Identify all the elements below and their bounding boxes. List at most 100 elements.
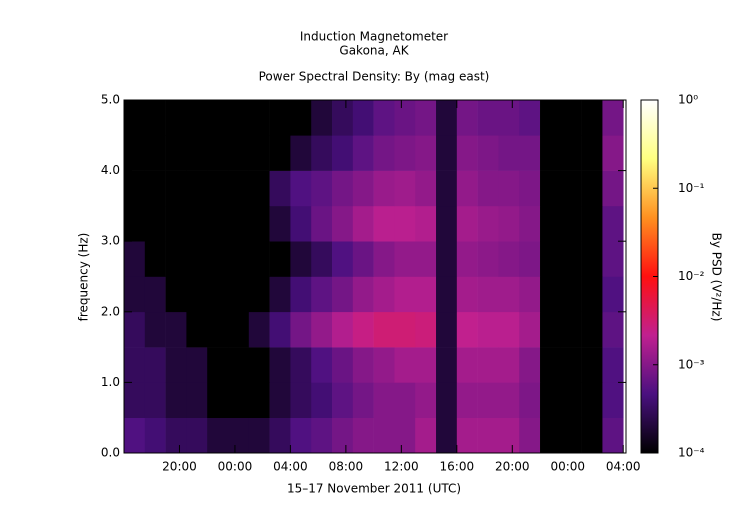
heatmap-cell [165,417,187,454]
heatmap-cell [311,135,333,171]
heatmap-cell [477,170,499,207]
heatmap-cell [560,135,582,171]
x-tick-label: 00:00 [550,460,585,474]
heatmap-cell [373,347,395,383]
heatmap-cell [311,347,333,383]
x-tick-label: 16:00 [440,460,475,474]
heatmap-cell [498,276,520,313]
heatmap-cell [290,276,312,313]
heatmap-cell [415,135,437,171]
heatmap-cell [352,170,374,207]
heatmap-cell [290,311,312,348]
y-tick-label: 1.0 [101,375,120,389]
heatmap-cell [540,170,562,207]
heatmap-cell [207,347,229,383]
heatmap-cell [332,276,354,313]
heatmap-cell [436,382,458,418]
heatmap-cell [207,311,229,348]
heatmap-cell [144,417,166,454]
heatmap-cell [186,100,208,136]
heatmap-cell [373,382,395,418]
heatmap-cell [186,205,208,242]
heatmap-cell [124,347,146,383]
heatmap-cell [207,276,229,313]
heatmap-cell [228,347,250,383]
heatmap-cell [186,135,208,171]
chart-subtitle: Gakona, AK [339,44,409,58]
heatmap-cell [269,276,291,313]
heatmap-cell [248,382,270,418]
heatmap-cell [415,417,437,454]
heatmap-cell [124,205,146,242]
heatmap-cell [186,241,208,277]
heatmap-cell [394,276,416,313]
heatmap-cell [269,241,291,277]
heatmap-cell [394,205,416,242]
y-tick-label: 3.0 [101,234,120,248]
heatmap-cell [436,135,458,171]
heatmap-cell [602,100,624,136]
heatmap-cell [352,205,374,242]
heatmap-cell [540,135,562,171]
heatmap-cell [560,417,582,454]
heatmap-cell [290,205,312,242]
heatmap-cell [248,170,270,207]
heatmap-cell [352,382,374,418]
heatmap-cell [311,311,333,348]
heatmap-cell [477,100,499,136]
heatmap-cell [602,170,624,207]
heatmap-cell [581,241,603,277]
y-tick-label: 0.0 [101,446,120,460]
heatmap-cell [186,276,208,313]
heatmap-cell [456,170,478,207]
heatmap-cell [456,417,478,454]
heatmap-cell [456,276,478,313]
heatmap-cell [269,417,291,454]
heatmap-cell [228,276,250,313]
heatmap-cell [560,382,582,418]
heatmap-cell [560,205,582,242]
heatmap-cell [311,241,333,277]
heatmap-cell [248,276,270,313]
heatmap-cell [602,347,624,383]
heatmap-cell [519,100,541,136]
heatmap-cell [332,135,354,171]
heatmap-cell [602,135,624,171]
heatmap-cell [165,170,187,207]
heatmap-cell [248,417,270,454]
heatmap-cell [144,100,166,136]
heatmap-cell [560,241,582,277]
heatmap-cell [519,417,541,454]
heatmap-cell [144,347,166,383]
heatmap-cell [436,170,458,207]
heatmap-cell [228,170,250,207]
colorbar-label: By PSD (V²/Hz) [710,233,724,322]
heatmap-cell [560,347,582,383]
heatmap-cell [124,135,146,171]
heatmap-cell [332,170,354,207]
heatmap-cell [269,100,291,136]
heatmap-cell [373,170,395,207]
heatmap-cell [207,205,229,242]
heatmap-cell [352,276,374,313]
heatmap-cell [456,311,478,348]
heatmap-cell [477,417,499,454]
heatmap-cell [352,417,374,454]
plot-title: Power Spectral Density: By (mag east) [259,70,490,84]
heatmap-cell [456,347,478,383]
heatmap-cell [165,241,187,277]
heatmap-cell [560,311,582,348]
heatmap-cell [519,241,541,277]
heatmap-cell [124,170,146,207]
heatmap-cell [269,382,291,418]
heatmap-cell [540,417,562,454]
heatmap-cell [269,347,291,383]
heatmap-cell [144,311,166,348]
heatmap-cell [394,170,416,207]
heatmap-cell [311,205,333,242]
heatmap-cell [332,382,354,418]
heatmap-cell [498,205,520,242]
heatmap-cell [415,100,437,136]
heatmap-cell [124,382,146,418]
